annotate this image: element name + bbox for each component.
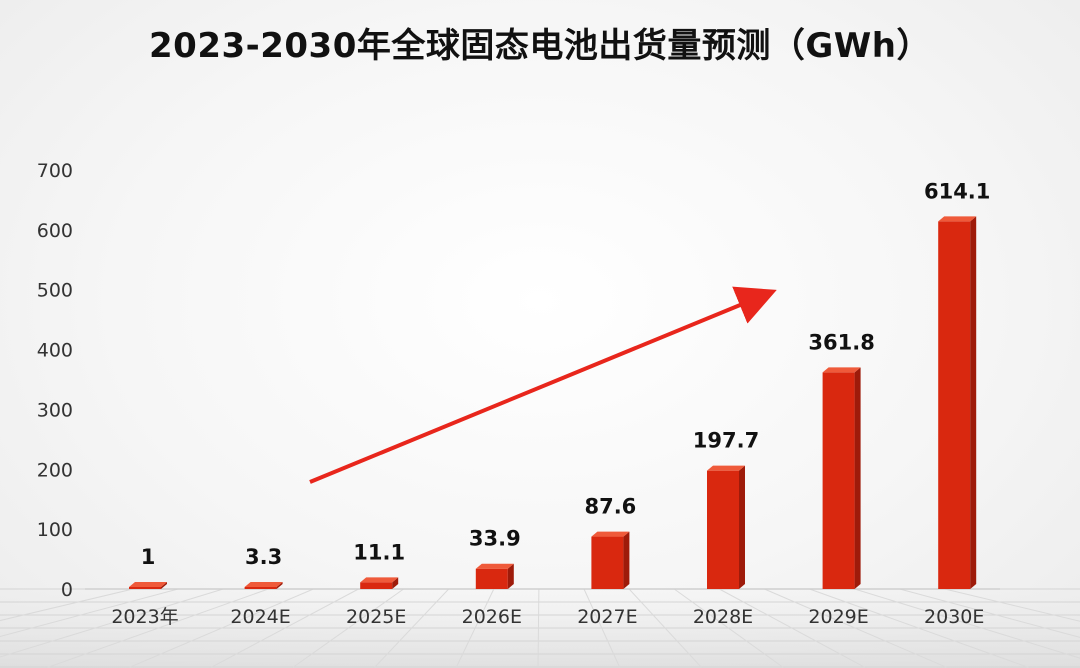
bar (591, 531, 630, 589)
x-tick-label: 2024E (230, 606, 290, 628)
data-label: 197.7 (693, 429, 759, 453)
y-tick-label: 700 (37, 160, 73, 182)
data-label: 33.9 (469, 527, 521, 551)
bar (360, 577, 399, 589)
data-label: 614.1 (924, 179, 990, 203)
y-tick-label: 200 (37, 459, 73, 481)
floor-grid (0, 588, 1080, 668)
y-tick-label: 0 (61, 579, 73, 601)
bar (475, 563, 514, 589)
bar (244, 582, 283, 589)
chart-title: 2023-2030年全球固态电池出货量预测（GWh） (149, 26, 931, 66)
y-tick-label: 300 (37, 399, 73, 421)
data-label: 361.8 (808, 330, 874, 354)
data-label: 11.1 (353, 540, 405, 564)
x-axis: 2023年 2024E 2025E 2026E 2027E 2028E 2029E 2030E (111, 606, 984, 628)
y-tick-label: 500 (37, 280, 73, 302)
data-label: 3.3 (245, 545, 282, 569)
trend-arrow (309, 286, 777, 484)
bars (129, 216, 977, 589)
y-tick-label: 400 (37, 340, 73, 362)
x-tick-label: 2025E (346, 606, 406, 628)
x-tick-label: 2027E (577, 606, 637, 628)
x-tick-label: 2030E (924, 606, 984, 628)
x-tick-label: 2023年 (111, 606, 178, 628)
x-tick-label: 2028E (693, 606, 753, 628)
data-label: 87.6 (584, 495, 636, 519)
bar (707, 465, 745, 589)
bar (938, 216, 977, 589)
data-label: 1 (141, 545, 156, 569)
y-tick-label: 600 (37, 220, 73, 242)
y-tick-label: 100 (37, 519, 73, 541)
bar (822, 367, 861, 589)
data-labels: 1 3.3 11.1 33.9 87.6 197.7 361.8 614.1 (141, 179, 991, 569)
bar (129, 582, 167, 589)
x-tick-label: 2026E (462, 606, 522, 628)
y-axis: 0 100 200 300 400 500 600 700 (37, 160, 73, 601)
x-tick-label: 2029E (808, 606, 868, 628)
